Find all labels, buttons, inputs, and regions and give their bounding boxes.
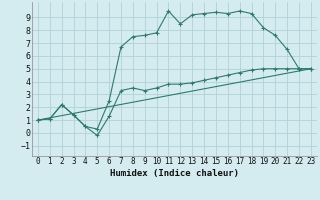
X-axis label: Humidex (Indice chaleur): Humidex (Indice chaleur) xyxy=(110,169,239,178)
